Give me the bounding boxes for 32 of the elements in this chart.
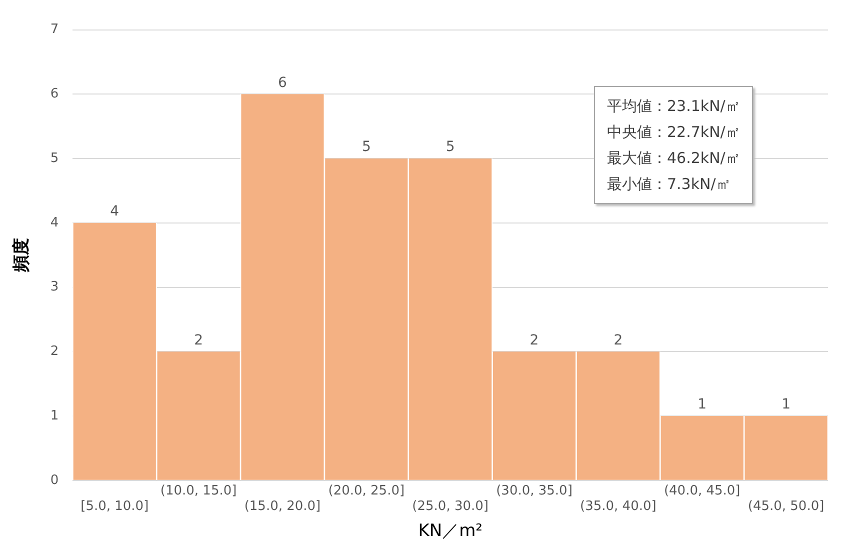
data-label: 5 bbox=[446, 139, 455, 156]
data-label: 1 bbox=[782, 396, 790, 413]
y-tick-label: 4 bbox=[50, 215, 59, 230]
data-label: 2 bbox=[530, 332, 539, 348]
x-tick-label: (15.0, 20.0] bbox=[244, 499, 321, 514]
data-label: 2 bbox=[614, 332, 623, 348]
annotation: 最大値：46.2kN/㎡ bbox=[607, 148, 740, 169]
data-label: 6 bbox=[278, 74, 288, 91]
x-tick-label: (35.0, 40.0] bbox=[580, 499, 656, 514]
x-tick-label: (45.0, 50.0] bbox=[748, 499, 824, 514]
annotation: 平均値：23.1kN/㎡ bbox=[607, 96, 740, 117]
data-label: 1 bbox=[698, 396, 707, 413]
x-tick-label: (25.0, 30.0] bbox=[412, 499, 488, 514]
y-tick-label: 3 bbox=[50, 280, 59, 295]
data-label: 4 bbox=[110, 204, 120, 220]
y-axis-title: 頻度 bbox=[12, 238, 32, 274]
y-tick-label: 5 bbox=[50, 150, 59, 166]
x-tick-label: (10.0, 15.0] bbox=[160, 484, 237, 499]
x-tick-label: [5.0, 10.0] bbox=[80, 499, 149, 514]
x-axis-title: KN／m² bbox=[418, 521, 482, 542]
y-tick-label: 7 bbox=[50, 22, 59, 38]
data-label: 5 bbox=[362, 139, 371, 156]
y-tick-label: 0 bbox=[50, 472, 59, 488]
x-tick-label: (30.0, 35.0] bbox=[496, 484, 572, 499]
y-tick-label: 1 bbox=[50, 408, 59, 424]
annotation: 最小値：7.3kN/㎡ bbox=[607, 174, 732, 195]
x-tick-label: (20.0, 25.0] bbox=[328, 484, 405, 499]
annotation: 中央値：22.7kN/㎡ bbox=[607, 122, 740, 143]
data-label: 2 bbox=[194, 332, 204, 348]
y-tick-label: 6 bbox=[50, 86, 59, 102]
x-tick-label: (40.0, 45.0] bbox=[664, 484, 740, 499]
y-tick-label: 2 bbox=[50, 344, 59, 360]
